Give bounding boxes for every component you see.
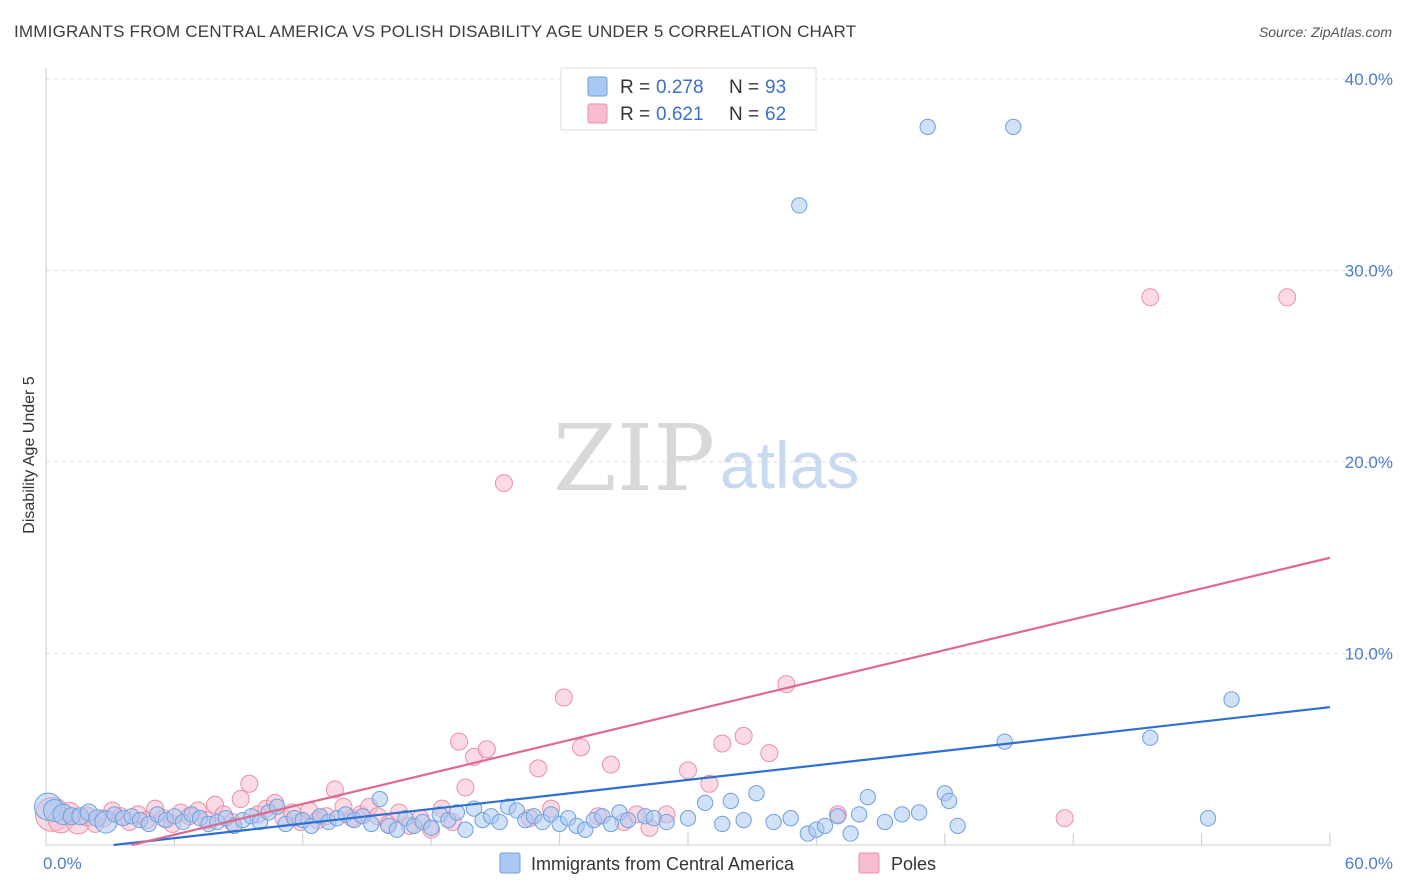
- central-america-point-78: [765, 813, 782, 831]
- central-america-point-91: [940, 792, 958, 810]
- poles-point-65: [734, 726, 753, 745]
- legend-swatch-central-america: [587, 76, 608, 97]
- y-tick-label-0: 10.0%: [1345, 645, 1393, 664]
- poles-point-57: [601, 755, 620, 774]
- x-tick-label-start: 0.0%: [43, 854, 82, 873]
- bottom-legend-label-poles: Poles: [891, 854, 936, 874]
- poles-point-22: [231, 790, 250, 809]
- poles-points: [34, 288, 1297, 839]
- bottom-legend-label-central-america: Immigrants from Central America: [531, 854, 795, 874]
- legend-n-value-2: 62: [765, 104, 786, 125]
- x-tick-labels: 0.0% 60.0%: [43, 854, 1393, 873]
- poles-point-69: [1055, 809, 1074, 828]
- trend-lines: [113, 556, 1331, 847]
- central-america-point-53: [491, 813, 508, 831]
- legend-r-label-2: R =: [620, 104, 650, 125]
- central-america-point-38: [363, 815, 380, 833]
- central-america-point-88: [893, 806, 911, 823]
- central-america-point-97: [791, 197, 808, 214]
- poles-point-52: [529, 759, 548, 778]
- poles-point-47: [456, 778, 475, 797]
- bottom-legend-swatch-poles: [858, 852, 880, 874]
- bottom-legend: Immigrants from Central America Poles: [499, 852, 936, 874]
- top-legend: R = 0.278 N = 93 R = 0.621 N = 62: [560, 67, 817, 131]
- central-america-point-96: [1223, 691, 1240, 708]
- chart-title: IMMIGRANTS FROM CENTRAL AMERICA VS POLIS…: [14, 22, 857, 41]
- central-america-point-72: [679, 810, 697, 827]
- central-america-point-84: [842, 825, 859, 842]
- central-america-point-71: [658, 813, 675, 831]
- poles-point-49: [477, 740, 496, 759]
- central-america-point-66: [602, 815, 620, 833]
- central-america-point-68: [619, 811, 637, 829]
- central-america-trend-line: [113, 706, 1331, 847]
- y-tick-labels: 10.0% 20.0% 30.0% 40.0%: [1345, 70, 1393, 664]
- poles-point-64: [713, 734, 732, 753]
- central-america-point-92: [949, 817, 966, 834]
- central-america-point-95: [1199, 810, 1217, 827]
- legend-n-label-1: N =: [729, 77, 759, 98]
- central-america-point-98: [919, 118, 936, 136]
- y-tick-label-2: 30.0%: [1345, 262, 1393, 281]
- central-america-point-83: [829, 808, 846, 825]
- axes: [45, 68, 1331, 846]
- central-america-point-79: [782, 810, 799, 827]
- legend-n-value-1: 93: [765, 77, 786, 98]
- central-america-point-49: [457, 821, 474, 838]
- watermark-zip: ZIP: [553, 405, 715, 512]
- watermark-atlas: atlas: [720, 428, 859, 502]
- central-america-point-41: [388, 821, 406, 838]
- poles-point-23: [240, 774, 259, 793]
- central-america-point-75: [722, 792, 739, 810]
- central-america-point-99: [1005, 118, 1022, 136]
- poles-trend-line: [131, 556, 1331, 847]
- central-america-point-86: [859, 788, 876, 806]
- poles-point-70: [1141, 288, 1160, 307]
- central-america-point-45: [423, 819, 440, 836]
- bottom-legend-swatch-central-america: [499, 852, 521, 874]
- poles-point-63: [700, 774, 719, 793]
- central-america-point-87: [876, 813, 894, 831]
- central-america-point-94: [1142, 729, 1159, 746]
- watermark: ZIP atlas: [553, 405, 859, 512]
- y-tick-label-1: 20.0%: [1345, 453, 1393, 472]
- legend-r-label-1: R =: [620, 77, 650, 98]
- central-america-point-93: [996, 733, 1013, 750]
- poles-point-50: [494, 474, 513, 493]
- legend-swatch-poles: [587, 103, 608, 124]
- central-america-points: [34, 118, 1240, 842]
- central-america-point-48: [448, 804, 466, 821]
- poles-point-33: [325, 780, 344, 799]
- x-tick-label-end: 60.0%: [1345, 854, 1393, 873]
- poles-point-54: [554, 688, 573, 707]
- central-america-point-76: [735, 811, 752, 829]
- poles-point-71: [1278, 288, 1297, 307]
- central-america-point-39: [371, 790, 388, 808]
- y-tick-label-3: 40.0%: [1345, 70, 1393, 89]
- grid-lines: [46, 78, 1392, 654]
- poles-point-46: [450, 732, 469, 751]
- legend-r-value-2: 0.621: [656, 104, 704, 125]
- central-america-point-74: [714, 815, 731, 833]
- central-america-point-73: [696, 794, 714, 812]
- central-america-point-82: [816, 817, 834, 834]
- legend-n-label-2: N =: [729, 104, 759, 125]
- central-america-point-89: [910, 804, 928, 821]
- source-credit: Source: ZipAtlas.com: [1258, 24, 1392, 40]
- poles-point-55: [572, 738, 590, 757]
- legend-r-value-1: 0.278: [656, 77, 704, 98]
- poles-point-62: [679, 761, 697, 780]
- central-america-point-77: [748, 785, 765, 802]
- central-america-point-85: [851, 806, 868, 823]
- y-axis-label: Disability Age Under 5: [21, 376, 38, 534]
- poles-point-66: [760, 744, 779, 763]
